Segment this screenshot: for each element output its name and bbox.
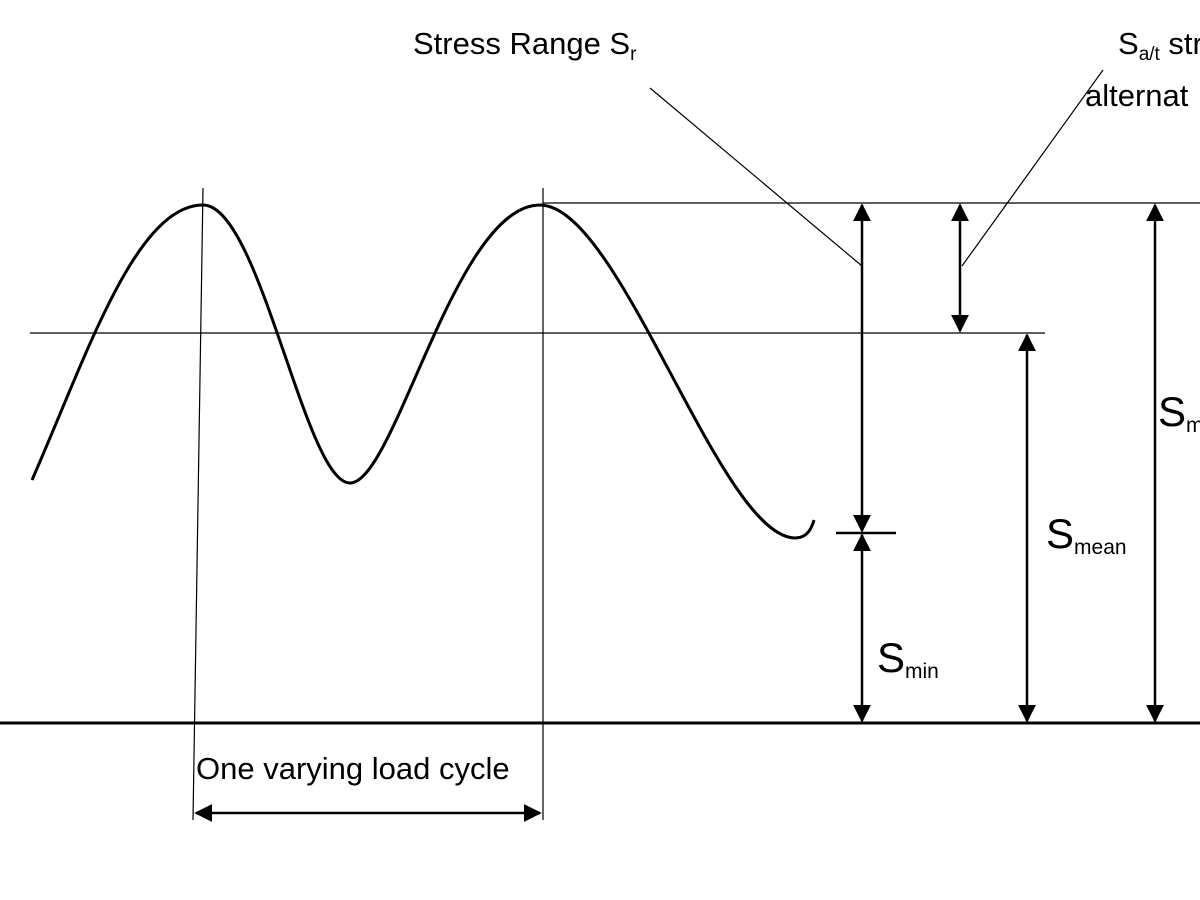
cycle-start-line xyxy=(192,187,204,821)
max-stress-subscript: m xyxy=(1186,414,1200,437)
cycle-label: One varying load cycle xyxy=(196,751,510,786)
stress-range-label: Stress Range Sr xyxy=(413,26,637,65)
min-stress-label: Smin xyxy=(877,634,939,683)
alternating-stress-leader xyxy=(961,69,1104,267)
min-stress-subscript: min xyxy=(905,660,939,683)
alternating-stress-subscript: a/t xyxy=(1139,44,1161,65)
max-stress-label: Sm xyxy=(1158,388,1200,437)
alternating-stress-label: Sa/t str xyxy=(1118,26,1200,65)
stress-range-leader xyxy=(649,87,863,267)
mean-stress-label: Smean xyxy=(1046,510,1127,559)
alternating-stress-label-line2: alternat xyxy=(1085,78,1189,113)
stress-waveform xyxy=(30,203,816,540)
stress-range-subscript: r xyxy=(630,44,637,65)
mean-stress-subscript: mean xyxy=(1074,536,1127,559)
